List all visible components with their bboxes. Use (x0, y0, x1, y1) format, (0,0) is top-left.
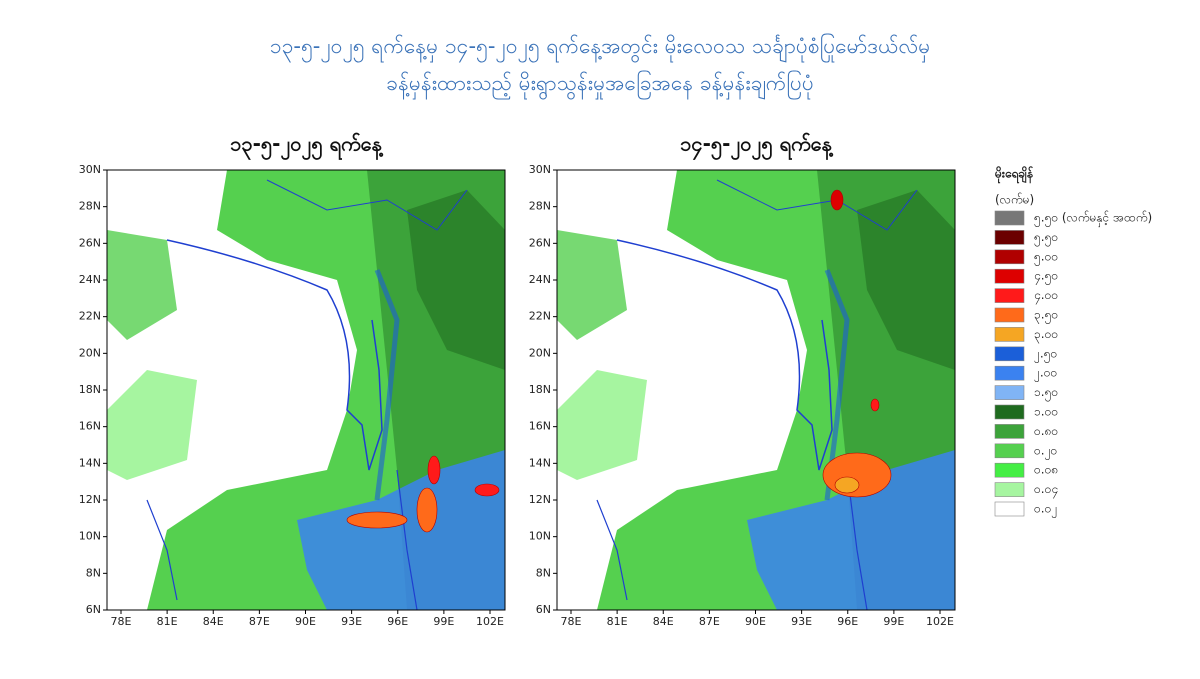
lat-tick-label: 14N (529, 456, 551, 469)
title-line-1: ၁၃-၅-၂၀၂၅ ရက်နေ့မှ ၁၄-၅-၂၀၂၅ ရက်နေ့အတွင်… (270, 32, 930, 64)
lon-tick-label: 84E (203, 615, 224, 628)
panel-title: ၁၄-၅-၂၀၂၅ ရက်နေ့ (680, 132, 833, 161)
legend-swatch (994, 385, 1025, 400)
heavy-rain-area (427, 455, 441, 485)
legend-swatch (994, 365, 1025, 381)
legend-swatch (994, 230, 1025, 245)
lat-tick-label: 12N (79, 493, 101, 506)
lat-tick-label: 6N (86, 603, 101, 616)
legend-unit: (လက်မ) (995, 192, 1034, 207)
lon-tick-label: 81E (157, 615, 178, 628)
heavy-rain-area (870, 398, 880, 412)
lat-tick-label: 28N (529, 200, 551, 213)
legend-label: ၂.၅၀ (1034, 346, 1057, 363)
lat-tick-label: 20N (79, 346, 101, 359)
lat-tick-label: 22N (529, 310, 551, 323)
lon-tick-label: 93E (341, 615, 362, 628)
lon-tick-label: 96E (837, 615, 858, 628)
lat-tick-label: 18N (79, 383, 101, 396)
lat-tick-label: 20N (529, 346, 551, 359)
lon-tick-label: 78E (111, 615, 132, 628)
lat-tick-label: 6N (536, 603, 551, 616)
title-line-2: ခန့်မှန်းထားသည့် မိုးရွာသွန်းမှုအခြေအနေ … (386, 69, 814, 101)
lon-tick-label: 102E (476, 615, 504, 628)
legend-swatch (994, 307, 1025, 323)
lon-tick-label: 99E (433, 615, 454, 628)
lon-tick-label: 84E (653, 615, 674, 628)
lat-tick-label: 26N (529, 236, 551, 249)
legend-swatch (994, 501, 1025, 517)
legend-label: ၅.၅၀ (လက်မနှင့် အထက်) (1034, 210, 1152, 228)
legend-label: ၀.၂၀ (1034, 443, 1057, 460)
lon-tick-label: 87E (699, 615, 720, 628)
heavy-rain-area (834, 476, 860, 494)
rainfall-map (557, 170, 955, 610)
lat-tick-label: 10N (79, 530, 101, 543)
legend-swatch (994, 404, 1025, 420)
legend-swatch (994, 346, 1025, 362)
legend-label: ၂.၀၀ (1034, 366, 1057, 383)
legend-label: ၀.၀၈ (1034, 463, 1058, 477)
legend-label: ၁.၀၀ (1034, 405, 1058, 419)
lon-tick-label: 87E (249, 615, 270, 628)
legend-label: ၁.၅၀ (1034, 385, 1058, 402)
legend-swatch (994, 482, 1025, 497)
legend-label: ၄.၅၀ (1034, 269, 1058, 286)
lon-tick-label: 78E (561, 615, 582, 628)
lat-tick-label: 30N (529, 163, 551, 176)
lon-tick-label: 96E (387, 615, 408, 628)
lat-tick-label: 22N (79, 310, 101, 323)
lat-tick-label: 28N (79, 200, 101, 213)
lat-tick-label: 8N (86, 566, 101, 579)
lat-tick-label: 10N (529, 530, 551, 543)
legend-label: ၀.၈၀ (1034, 424, 1058, 438)
heavy-rain-area (474, 483, 500, 497)
panel-title: ၁၃-၅-၂၀၂၅ ရက်နေ့ (230, 132, 383, 161)
legend-swatch (994, 443, 1025, 459)
legend-swatch (994, 327, 1025, 342)
lon-tick-label: 99E (883, 615, 904, 628)
legend-label: ၃.၅၀ (1034, 308, 1058, 325)
lon-tick-label: 90E (745, 615, 766, 628)
legend-label: ၅.၅၀ (1034, 230, 1058, 247)
lat-tick-label: 14N (79, 456, 101, 469)
legend-label: ၀.၀၄ (1034, 482, 1058, 499)
lon-tick-label: 90E (295, 615, 316, 628)
lat-tick-label: 18N (529, 383, 551, 396)
lon-tick-label: 102E (926, 615, 954, 628)
legend-label: ၃.၀၀ (1034, 327, 1058, 344)
lat-tick-label: 30N (79, 163, 101, 176)
legend-swatch (994, 288, 1025, 303)
heavy-rain-area (830, 189, 844, 211)
legend-swatch (994, 210, 1025, 226)
rainfall-map (107, 170, 505, 610)
lat-tick-label: 16N (529, 420, 551, 433)
legend-swatch (994, 249, 1025, 265)
legend-swatch (994, 424, 1025, 439)
legend-title: မိုးရေချိန် (994, 165, 1034, 185)
lat-tick-label: 26N (79, 236, 101, 249)
lat-tick-label: 24N (79, 273, 101, 286)
lat-tick-label: 8N (536, 566, 551, 579)
heavy-rain-area (822, 452, 892, 498)
lon-tick-label: 81E (607, 615, 628, 628)
heavy-rain-area (416, 487, 438, 533)
legend-label: ၅.၀၀ (1034, 249, 1058, 266)
legend-label: ၀.၀၂ (1034, 502, 1057, 519)
legend-label: ၄.၀၀ (1034, 288, 1058, 305)
lat-tick-label: 12N (529, 493, 551, 506)
lat-tick-label: 16N (79, 420, 101, 433)
lat-tick-label: 24N (529, 273, 551, 286)
legend-swatch (994, 268, 1025, 284)
lon-tick-label: 93E (791, 615, 812, 628)
legend-swatch (994, 462, 1025, 478)
heavy-rain-area (346, 511, 408, 529)
